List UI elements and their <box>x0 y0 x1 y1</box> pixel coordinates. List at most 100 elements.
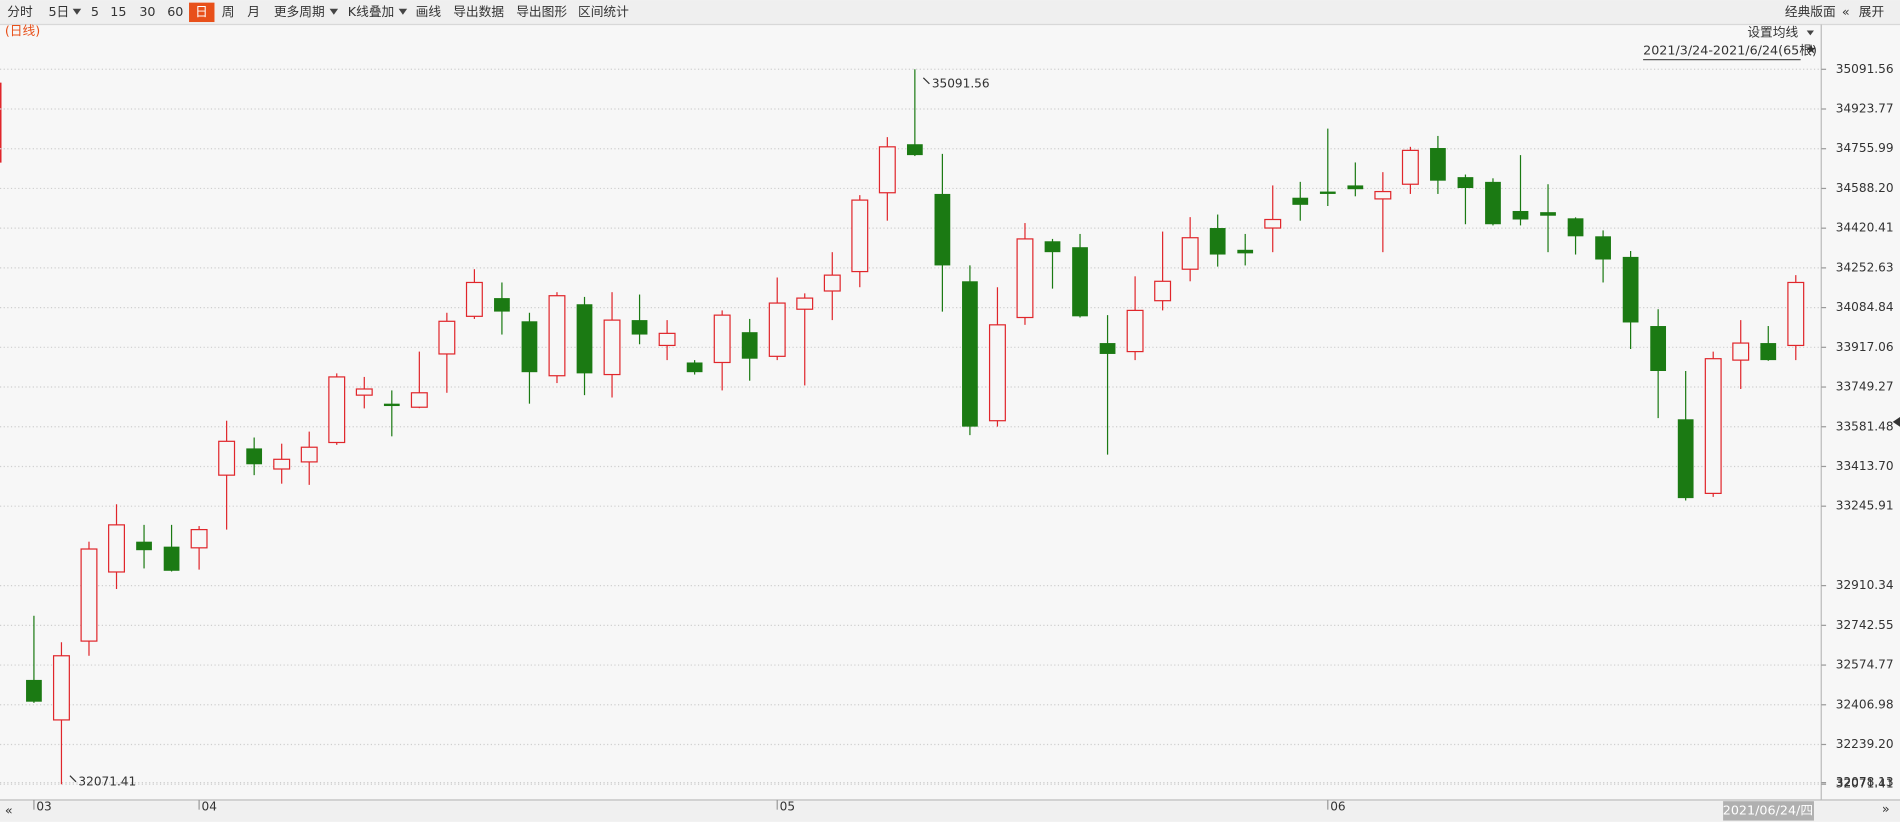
toolbar-item[interactable]: 更多周期 <box>274 4 325 19</box>
y-tick-label: 34923.77 <box>1836 102 1894 116</box>
candle-body <box>1622 256 1639 323</box>
candle-body <box>1787 281 1805 347</box>
y-tick-label: 32406.98 <box>1836 697 1894 711</box>
candle-body <box>80 548 98 642</box>
candle-body <box>246 448 263 465</box>
y-tick-label: 34755.99 <box>1836 141 1894 155</box>
toolbar-item[interactable]: 月 <box>247 4 260 19</box>
candle-body <box>1567 218 1584 237</box>
candle-body <box>1540 212 1556 216</box>
toolbar-item[interactable]: 5日 <box>48 4 69 19</box>
toolbar-icon: « <box>1842 4 1850 19</box>
candle-body <box>1209 228 1226 255</box>
toolbar-item[interactable]: 分时 <box>7 4 33 19</box>
y-tick-label: 33917.06 <box>1836 340 1894 354</box>
candle-body <box>1237 249 1254 254</box>
annotation: 35091.56 <box>932 76 990 90</box>
pin-icon[interactable]: ★ <box>1805 41 1816 56</box>
y-tick-label: 32078.13 <box>1836 775 1894 789</box>
candle-body <box>796 297 814 310</box>
toolbar-item[interactable]: 15 <box>110 4 126 19</box>
toolbar-item[interactable]: 60 <box>167 4 183 19</box>
annotation-arrow <box>69 775 77 783</box>
axis-pointer <box>1892 417 1900 427</box>
candle-body <box>686 362 703 373</box>
dropdown-arrow <box>72 8 82 15</box>
candle-body <box>1677 419 1694 499</box>
candle-body <box>1319 191 1336 194</box>
candle-body <box>1732 342 1750 361</box>
toolbar-item[interactable]: 30 <box>139 4 155 19</box>
candle-body <box>108 524 125 573</box>
toolbar-item[interactable]: 导出图形 <box>516 4 567 19</box>
toolbar-item[interactable]: 区间统计 <box>578 4 629 19</box>
y-tick-label: 32574.77 <box>1836 658 1894 672</box>
dropdown-arrow <box>329 8 339 15</box>
candle-body <box>962 281 978 427</box>
candle-body <box>26 679 42 702</box>
annotation: 32071.41 <box>78 774 136 788</box>
y-tick-label: 34420.41 <box>1836 221 1894 235</box>
period-label: (日线) <box>5 23 40 38</box>
candle-body <box>1401 149 1419 185</box>
y-tick-label: 33581.48 <box>1836 419 1894 433</box>
candle-body <box>823 274 841 292</box>
candle-body <box>1374 190 1392 200</box>
toolbar-right[interactable]: 展开 <box>1859 4 1885 19</box>
toolbar-item[interactable]: 导出数据 <box>453 4 504 19</box>
candle-body <box>521 321 538 373</box>
y-tick-label: 32910.34 <box>1836 578 1894 592</box>
y-tick-label: 33749.27 <box>1836 380 1894 394</box>
toolbar-item[interactable]: 5 <box>91 4 99 19</box>
candle-body <box>851 199 869 273</box>
y-tick-label: 34252.63 <box>1836 260 1894 274</box>
x-tick-label: 06 <box>1330 800 1345 814</box>
toolbar-item[interactable]: 画线 <box>416 4 442 19</box>
candle-body <box>658 332 676 347</box>
y-tick-label: 32742.55 <box>1836 618 1894 632</box>
x-tick-label: 03 <box>36 800 51 814</box>
y-tick-label: 34588.20 <box>1836 181 1894 195</box>
candle-body <box>1512 210 1529 220</box>
plot-area <box>0 24 1900 822</box>
candle-body <box>741 332 758 359</box>
candle-body <box>1044 241 1061 253</box>
x-tick-label: 05 <box>780 800 795 814</box>
y-tick-label: 32071.41 <box>1836 777 1894 791</box>
candle-body <box>768 302 786 357</box>
candle-body <box>273 458 291 470</box>
candle-body <box>1347 185 1364 190</box>
candle-body <box>1595 236 1611 260</box>
candle-body <box>1760 343 1777 361</box>
date-range: 2021/3/24-2021/6/24(65根) <box>1643 43 1817 58</box>
y-tick-label: 34084.84 <box>1836 300 1894 314</box>
scroll-left[interactable]: « <box>5 802 13 817</box>
candle-body <box>300 446 318 463</box>
toolbar-item[interactable]: 日 <box>195 4 208 19</box>
candle-body <box>410 392 428 408</box>
candle-body <box>1154 280 1172 302</box>
candle-body <box>1485 181 1501 225</box>
current-date-box <box>1723 801 1814 821</box>
toolbar-item[interactable]: 周 <box>222 4 235 19</box>
toolbar-item[interactable]: K线叠加 <box>348 4 395 19</box>
candle-body <box>988 324 1006 422</box>
candle-body <box>878 146 896 194</box>
ma-settings[interactable]: 设置均线 <box>1747 24 1798 39</box>
candle-body <box>1099 343 1116 354</box>
candle-body <box>1457 177 1474 189</box>
candle-body <box>328 376 346 444</box>
candle-body <box>631 320 648 335</box>
candle-body <box>1126 309 1144 353</box>
candle-body <box>1072 247 1088 317</box>
candle-body <box>52 655 70 721</box>
scroll-right[interactable]: » <box>1882 801 1890 816</box>
toolbar-right[interactable]: 经典版面 <box>1785 4 1836 19</box>
candle-body <box>1292 197 1309 205</box>
dropdown-arrow <box>1806 30 1814 36</box>
candle-body <box>465 281 483 317</box>
candle-body <box>494 298 510 312</box>
candle-body <box>548 295 566 377</box>
candle-body <box>934 193 951 266</box>
